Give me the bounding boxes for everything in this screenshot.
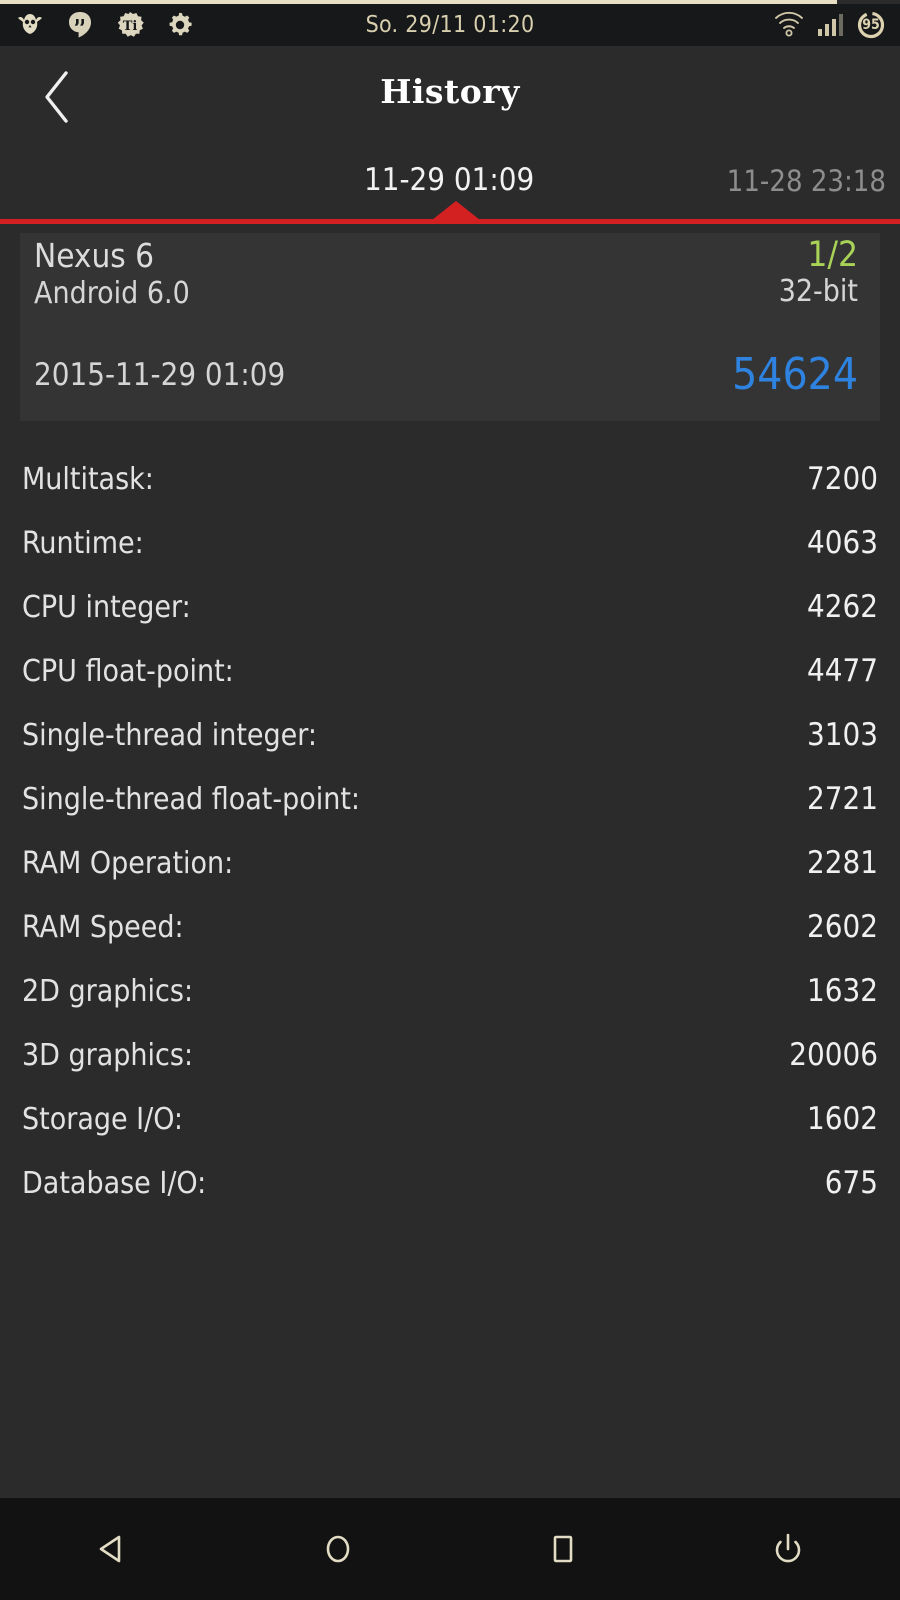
status-bar-notification-icons: Ti	[0, 11, 194, 39]
metric-value: 1632	[807, 973, 878, 1009]
status-bar: Ti So. 29/11 01:20	[0, 4, 900, 46]
svg-text:Ti: Ti	[123, 19, 138, 34]
metric-label: Single-thread float-point:	[22, 781, 361, 817]
metric-row-ram-speed[interactable]: RAM Speed: 2602	[0, 895, 900, 959]
metric-value: 2281	[807, 845, 878, 881]
metric-label: Runtime:	[22, 525, 144, 561]
owl-app-icon	[16, 11, 44, 39]
metric-value: 20006	[789, 1037, 878, 1073]
score-row: 2015-11-29 01:09 54624	[20, 353, 880, 397]
metric-row-storage-io[interactable]: Storage I/O: 1602	[0, 1087, 900, 1151]
run-timestamp: 2015-11-29 01:09	[34, 357, 286, 393]
device-os-version: Android 6.0	[34, 275, 190, 311]
settings-gear-icon	[166, 11, 194, 39]
metric-label: Storage I/O:	[22, 1101, 184, 1137]
hangouts-icon	[66, 11, 94, 39]
metric-value: 4262	[807, 589, 878, 625]
metric-label: Multitask:	[22, 461, 154, 497]
system-navigation-bar	[0, 1498, 900, 1600]
nav-power-icon	[775, 1533, 800, 1563]
nav-power-button[interactable]	[733, 1498, 843, 1600]
chevron-left-icon	[45, 71, 68, 123]
metric-row-single-thread-integer[interactable]: Single-thread integer: 3103	[0, 703, 900, 767]
nav-back-button[interactable]	[58, 1498, 168, 1600]
nav-back-icon	[99, 1535, 120, 1563]
metric-label: 2D graphics:	[22, 973, 194, 1009]
metric-row-2d-graphics[interactable]: 2D graphics: 1632	[0, 959, 900, 1023]
metric-value: 3103	[807, 717, 878, 753]
battery-percent-label: 95	[862, 17, 880, 33]
device-info-row: Nexus 6 Android 6.0 1/2 32-bit	[20, 236, 880, 312]
metric-label: RAM Operation:	[22, 845, 234, 881]
nav-recents-icon	[553, 1535, 572, 1563]
nav-home-icon	[326, 1535, 349, 1563]
metric-row-single-thread-float-point[interactable]: Single-thread float-point: 2721	[0, 767, 900, 831]
tab-history-current[interactable]: 11-29 01:09	[364, 162, 535, 198]
tab-active-caret	[432, 201, 480, 220]
nav-recents-button[interactable]	[508, 1498, 618, 1600]
rank-badge: 1/2	[807, 235, 858, 275]
metric-label: CPU integer:	[22, 589, 191, 625]
status-bar-system-icons: 95	[773, 9, 886, 41]
action-bar: History	[0, 46, 900, 146]
metric-value: 2721	[807, 781, 878, 817]
metric-row-cpu-integer[interactable]: CPU integer: 4262	[0, 575, 900, 639]
metric-value: 2602	[807, 909, 878, 945]
wifi-icon	[773, 9, 805, 41]
titanium-backup-icon: Ti	[116, 11, 144, 39]
metric-value: 675	[824, 1165, 878, 1201]
metric-row-ram-operation[interactable]: RAM Operation: 2281	[0, 831, 900, 895]
architecture-label: 32-bit	[778, 273, 858, 309]
metric-label: RAM Speed:	[22, 909, 184, 945]
total-score: 54624	[732, 349, 858, 400]
status-bar-clock: So. 29/11 01:20	[365, 12, 535, 38]
benchmark-metric-list: Multitask: 7200 Runtime: 4063 CPU intege…	[0, 447, 900, 1215]
device-text-block: Nexus 6 Android 6.0	[34, 236, 190, 312]
tab-history-previous[interactable]: 11-28 23:18	[726, 164, 886, 198]
metric-label: CPU float-point:	[22, 653, 234, 689]
metric-label: Single-thread integer:	[22, 717, 317, 753]
benchmark-info-card[interactable]: Nexus 6 Android 6.0 1/2 32-bit 2015-11-2…	[20, 233, 880, 421]
metric-row-3d-graphics[interactable]: 3D graphics: 20006	[0, 1023, 900, 1087]
back-button[interactable]	[28, 66, 86, 128]
battery-circle-icon: 95	[856, 10, 886, 40]
metric-row-database-io[interactable]: Database I/O: 675	[0, 1151, 900, 1215]
metric-label: 3D graphics:	[22, 1037, 194, 1073]
page-title: History	[380, 72, 520, 111]
metric-value: 4477	[807, 653, 878, 689]
metric-row-cpu-float-point[interactable]: CPU float-point: 4477	[0, 639, 900, 703]
metric-row-multitask[interactable]: Multitask: 7200	[0, 447, 900, 511]
device-meta-block: 1/2 32-bit	[779, 237, 858, 310]
cellular-signal-icon	[818, 14, 843, 36]
metric-value: 7200	[807, 461, 878, 497]
top-progress-hairline	[0, 0, 837, 4]
metric-row-runtime[interactable]: Runtime: 4063	[0, 511, 900, 575]
device-name: Nexus 6	[34, 236, 155, 275]
tab-underline	[0, 219, 900, 224]
metric-label: Database I/O:	[22, 1165, 207, 1201]
nav-home-button[interactable]	[283, 1498, 393, 1600]
metric-value: 1602	[807, 1101, 878, 1137]
metric-value: 4063	[807, 525, 878, 561]
